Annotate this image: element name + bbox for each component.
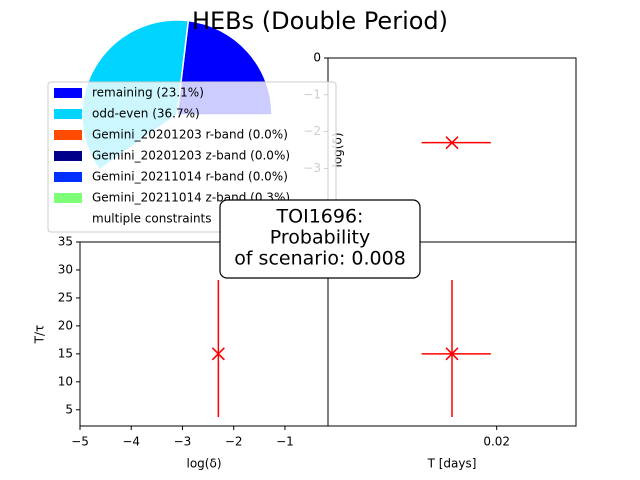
marker (445, 347, 459, 361)
legend-label: multiple constraints (92, 212, 212, 226)
legend-patch (54, 214, 82, 224)
x-tick-label: −3 (174, 435, 192, 449)
legend-label: Gemini_20211014 r-band (0.0%) (92, 170, 288, 184)
annotation-box (219, 199, 421, 279)
x-tick-label: −5 (71, 435, 89, 449)
legend-patch (54, 109, 82, 119)
x-tick-label: −4 (122, 435, 140, 449)
legend-patch (54, 88, 82, 98)
y-axis-label: T/τ (33, 325, 47, 345)
legend-box (47, 81, 337, 233)
annotation-text: TOI1696: (276, 206, 364, 228)
axes-frame (327, 241, 577, 427)
marker (445, 136, 459, 150)
y-tick-label: 20 (58, 318, 73, 332)
legend-label: odd-even (36.7%) (92, 107, 200, 121)
marker (211, 347, 225, 361)
legend-label: Gemini_20201203 z-band (0.0%) (92, 149, 290, 163)
y-tick-label: 15 (58, 346, 73, 360)
x-tick-label: −1 (276, 435, 294, 449)
x-tick-label: −2 (225, 435, 243, 449)
y-tick-label: 30 (58, 262, 73, 276)
x-axis-label: T [days] (427, 457, 477, 471)
legend-label: remaining (23.1%) (92, 86, 204, 100)
y-tick-label: 0 (313, 51, 321, 65)
figure-title: HEBs (Double Period) (192, 7, 448, 35)
y-tick-label: 35 (58, 235, 73, 249)
legend-patch (54, 172, 82, 182)
legend-patch (54, 130, 82, 140)
y-tick-label: 25 (58, 290, 73, 304)
annotation-text: of scenario: 0.008 (234, 248, 406, 270)
y-tick-label: 5 (65, 402, 73, 416)
x-axis-label: log(δ) (187, 457, 222, 471)
x-tick-label: 0.02 (483, 435, 510, 449)
legend-label: Gemini_20201203 r-band (0.0%) (92, 128, 288, 142)
legend-patch (54, 151, 82, 161)
legend-patch (54, 193, 82, 203)
y-tick-label: 10 (58, 374, 73, 388)
annotation-text: Probability (270, 227, 370, 249)
